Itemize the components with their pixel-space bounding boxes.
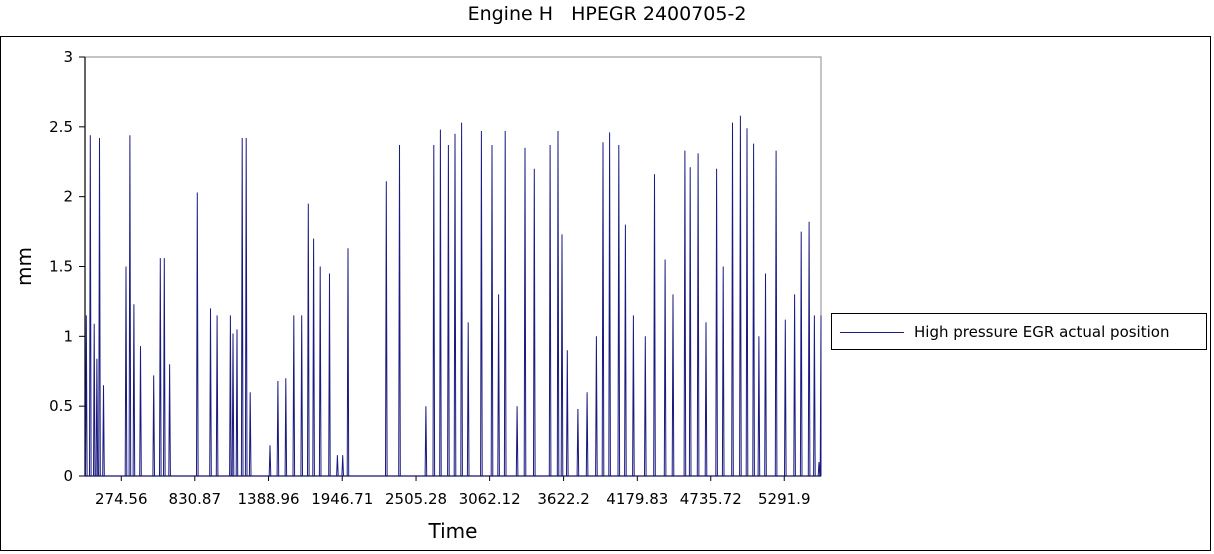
series-line-0 bbox=[85, 115, 822, 477]
y-tick-label: 1.5 bbox=[49, 258, 73, 276]
plot-border bbox=[84, 56, 822, 477]
x-tick-label: 4735.72 bbox=[680, 490, 742, 508]
y-tick-label: 0.5 bbox=[49, 397, 73, 415]
plot-area: 0 0.5 1 1.5 2 2.5 3 274.56 830.87 1388.96 1946.71 2… bbox=[12, 48, 822, 543]
x-tick-label: 274.56 bbox=[95, 490, 148, 508]
legend-swatch bbox=[840, 332, 904, 333]
x-tick-label: 3622.2 bbox=[537, 490, 590, 508]
x-tick-label: 2505.28 bbox=[385, 490, 447, 508]
y-tick-label: 2 bbox=[63, 188, 73, 206]
legend: High pressure EGR actual position bbox=[831, 313, 1207, 350]
x-tick-label: 830.87 bbox=[169, 490, 222, 508]
legend-label: High pressure EGR actual position bbox=[914, 323, 1170, 341]
y-axis-title: mm bbox=[12, 247, 36, 286]
chart-title: Engine H HPEGR 2400705-2 bbox=[467, 3, 747, 25]
x-tick-label: 1946.71 bbox=[311, 490, 373, 508]
x-tick-label: 4179.83 bbox=[606, 490, 668, 508]
chart-frame: 0 0.5 1 1.5 2 2.5 3 274.56 830.87 1388.96 1946.71 2… bbox=[0, 36, 1211, 551]
x-tick-label: 3062.12 bbox=[459, 490, 521, 508]
x-tick-label: 5291.9 bbox=[758, 490, 811, 508]
y-tick-label: 3 bbox=[63, 48, 73, 66]
x-tick-label: 1388.96 bbox=[238, 490, 300, 508]
y-tick-label: 0 bbox=[63, 467, 73, 485]
y-tick-label: 2.5 bbox=[49, 118, 73, 136]
x-axis-title: Time bbox=[428, 519, 478, 543]
y-tick-label: 1 bbox=[63, 327, 73, 345]
